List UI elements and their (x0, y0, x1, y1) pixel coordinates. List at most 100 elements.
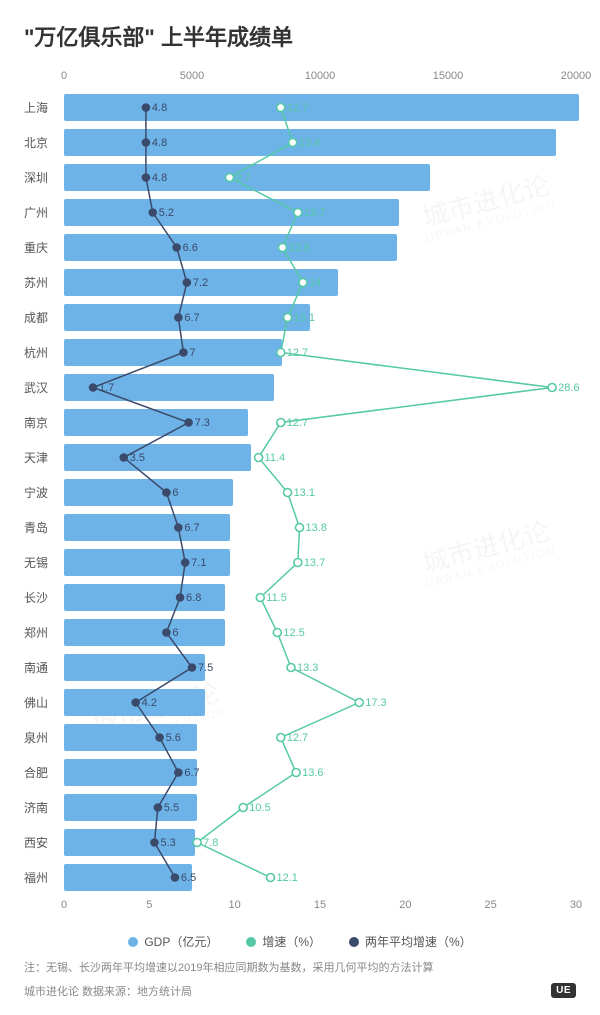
growth-label: 13.8 (306, 522, 327, 534)
growth-label: 13.1 (294, 312, 315, 324)
city-label: 上海 (24, 90, 64, 125)
avg2y-label: 4.8 (152, 137, 167, 149)
legend-avg2y: 两年平均增速（%） (349, 933, 472, 950)
growth-label: 12.8 (288, 242, 309, 254)
city-row: 深圳 (24, 160, 576, 195)
gdp-bar (64, 514, 230, 541)
city-label: 重庆 (24, 230, 64, 265)
avg2y-label: 5.6 (166, 732, 181, 744)
city-row: 青岛 (24, 510, 576, 545)
avg2y-label: 6.7 (184, 522, 199, 534)
city-row: 苏州 (24, 265, 576, 300)
growth-label: 13.3 (297, 662, 318, 674)
avg2y-label: 6.7 (184, 312, 199, 324)
gdp-bar (64, 339, 282, 366)
growth-label: 12.7 (287, 347, 308, 359)
city-label: 杭州 (24, 335, 64, 370)
city-label: 南通 (24, 650, 64, 685)
gdp-bar (64, 654, 205, 681)
avg2y-label: 7.3 (195, 417, 210, 429)
avg2y-label: 7 (189, 347, 195, 359)
top-axis: 05000100001500020000 (64, 66, 576, 90)
growth-label: 17.3 (365, 697, 386, 709)
city-row: 天津 (24, 440, 576, 475)
city-label: 天津 (24, 440, 64, 475)
growth-label: 13.6 (302, 767, 323, 779)
avg2y-label: 6.7 (184, 767, 199, 779)
avg2y-label: 7.5 (198, 662, 213, 674)
city-label: 南京 (24, 405, 64, 440)
legend-gdp: GDP（亿元） (128, 933, 218, 950)
avg2y-label: 7.1 (191, 557, 206, 569)
city-label: 武汉 (24, 370, 64, 405)
avg2y-label: 5.3 (160, 837, 175, 849)
city-label: 郑州 (24, 615, 64, 650)
city-label: 合肥 (24, 755, 64, 790)
city-label: 青岛 (24, 510, 64, 545)
growth-label: 12.1 (277, 872, 298, 884)
growth-label: 12.7 (287, 732, 308, 744)
growth-label: 9.7 (236, 172, 251, 184)
growth-label: 11.5 (266, 592, 287, 604)
gdp-bar (64, 864, 192, 891)
city-label: 成都 (24, 300, 64, 335)
city-label: 广州 (24, 195, 64, 230)
growth-label: 11.4 (265, 452, 286, 464)
ue-badge: UE (551, 983, 576, 998)
city-label: 佛山 (24, 685, 64, 720)
city-label: 济南 (24, 790, 64, 825)
gdp-bar (64, 444, 251, 471)
avg2y-label: 6.5 (181, 872, 196, 884)
plot-area: 05000100001500020000城市进化论URBAN EVOLUTION… (24, 66, 576, 919)
avg2y-label: 4.8 (152, 102, 167, 114)
city-row: 合肥 (24, 755, 576, 790)
bottom-axis: 051015202530 (64, 895, 576, 919)
growth-label: 12.5 (283, 627, 304, 639)
avg2y-label: 5.5 (164, 802, 179, 814)
footnote: 注：无锡、长沙两年平均增速以2019年相应同期数为基数，采用几何平均的方法计算 (24, 960, 576, 977)
growth-label: 14 (309, 277, 321, 289)
city-row: 济南 (24, 790, 576, 825)
growth-label: 12.7 (287, 102, 308, 114)
gdp-bar (64, 619, 225, 646)
gdp-bar (64, 234, 397, 261)
city-row: 无锡 (24, 545, 576, 580)
city-label: 泉州 (24, 720, 64, 755)
legend-growth: 增速（%） (246, 933, 321, 950)
avg2y-label: 7.2 (193, 277, 208, 289)
city-label: 宁波 (24, 475, 64, 510)
growth-label: 13.1 (294, 487, 315, 499)
gdp-bar (64, 94, 579, 121)
avg2y-label: 6 (172, 487, 178, 499)
avg2y-label: 6.8 (186, 592, 201, 604)
city-row: 福州 (24, 860, 576, 895)
city-label: 深圳 (24, 160, 64, 195)
source-text: 城市进化论 数据来源：地方统计局 (24, 983, 192, 999)
city-label: 北京 (24, 125, 64, 160)
avg2y-label: 6 (172, 627, 178, 639)
city-row: 佛山 (24, 685, 576, 720)
legend: GDP（亿元） 增速（%） 两年平均增速（%） (24, 933, 576, 950)
avg2y-label: 3.5 (130, 452, 145, 464)
city-label: 无锡 (24, 545, 64, 580)
growth-label: 10.5 (249, 802, 270, 814)
growth-label: 12.7 (287, 417, 308, 429)
city-label: 西安 (24, 825, 64, 860)
growth-label: 13.7 (304, 557, 325, 569)
avg2y-label: 6.6 (183, 242, 198, 254)
city-row: 西安 (24, 825, 576, 860)
chart-title: "万亿俱乐部" 上半年成绩单 (24, 20, 576, 52)
avg2y-label: 4.2 (142, 697, 157, 709)
city-row: 广州 (24, 195, 576, 230)
gdp-bar (64, 199, 399, 226)
city-label: 苏州 (24, 265, 64, 300)
avg2y-label: 4.8 (152, 172, 167, 184)
growth-label: 28.6 (558, 382, 579, 394)
growth-label: 7.8 (203, 837, 218, 849)
city-label: 长沙 (24, 580, 64, 615)
avg2y-label: 1.7 (99, 382, 114, 394)
gdp-bar (64, 374, 274, 401)
city-row: 长沙 (24, 580, 576, 615)
gdp-bar (64, 479, 233, 506)
avg2y-label: 5.2 (159, 207, 174, 219)
